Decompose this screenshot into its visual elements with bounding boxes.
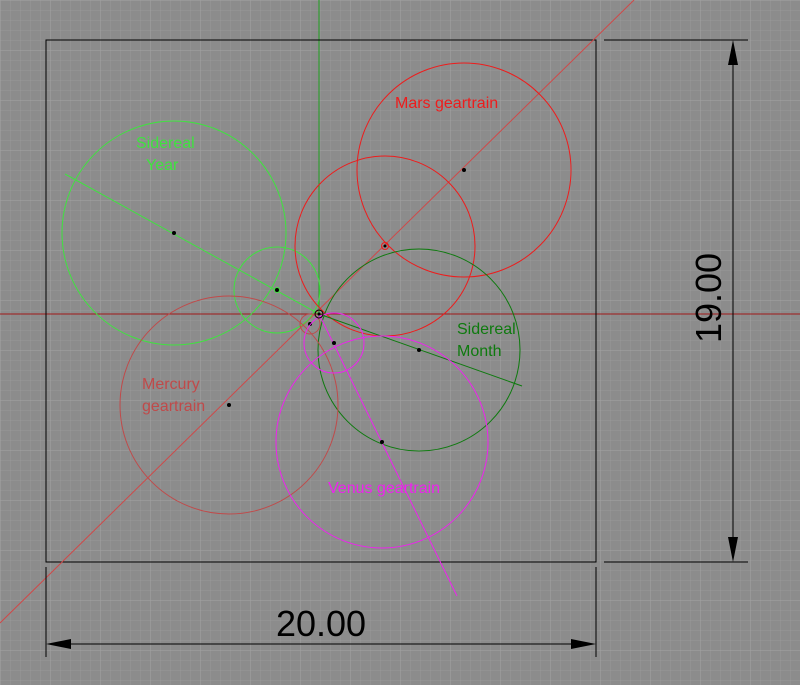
sidereal-year-center-point[interactable] <box>172 231 176 235</box>
mars-pivot-ring[interactable] <box>381 242 389 250</box>
mercury-geartrain[interactable] <box>119 295 339 515</box>
frame-rectangle[interactable] <box>45 39 597 563</box>
sidereal-year-small-circle[interactable] <box>233 246 321 334</box>
height-arrow-top <box>728 40 738 65</box>
origin-marker[interactable] <box>314 309 324 319</box>
venus-small-circle[interactable] <box>303 312 365 374</box>
mars-large-circle[interactable] <box>356 62 572 278</box>
venus-center-point[interactable] <box>380 440 384 444</box>
sidereal-year-geartrain[interactable] <box>61 120 321 346</box>
sidereal-month-label-line1: Sidereal <box>457 321 516 338</box>
sidereal-year-pivot-point[interactable] <box>274 287 280 293</box>
sidereal-month-geartrain[interactable] <box>317 248 523 452</box>
diagonal-alignment-line[interactable] <box>0 0 635 624</box>
venus-geartrain[interactable] <box>275 312 489 597</box>
sidereal-month-circle[interactable] <box>317 248 521 452</box>
width-arrow-right <box>571 639 596 649</box>
width-dimension[interactable]: 20.00 <box>45 567 597 657</box>
width-dimension-value: 20.00 <box>276 603 366 644</box>
mercury-label-line2: geartrain <box>142 398 205 415</box>
mercury-center-point[interactable] <box>227 403 231 407</box>
sidereal-year-large-circle[interactable] <box>61 120 287 346</box>
origin-ring[interactable] <box>314 309 324 319</box>
sidereal-year-label-line1: Sidereal <box>136 135 195 152</box>
mars-pivot-point[interactable] <box>383 244 387 248</box>
origin-point[interactable] <box>317 312 321 316</box>
sidereal-month-center-point[interactable] <box>417 348 421 352</box>
venus-pivot-point[interactable] <box>332 341 336 345</box>
width-arrow-left <box>46 639 71 649</box>
mercury-large-circle[interactable] <box>119 295 339 515</box>
mercury-small-circle[interactable] <box>299 313 321 335</box>
height-dimension[interactable]: 19.00 <box>604 39 748 563</box>
height-dimension-value: 19.00 <box>688 253 729 343</box>
venus-large-circle[interactable] <box>275 335 489 549</box>
mars-center-point[interactable] <box>462 168 466 172</box>
mars-label: Mars geartrain <box>395 95 498 112</box>
sidereal-month-label-line2: Month <box>457 343 501 360</box>
sidereal-year-label-line2: Year <box>146 157 179 174</box>
venus-line[interactable] <box>318 313 458 597</box>
venus-label: Venus geartrain <box>328 480 440 497</box>
height-arrow-bottom <box>728 537 738 562</box>
mercury-label-line1: Mercury <box>142 376 200 393</box>
